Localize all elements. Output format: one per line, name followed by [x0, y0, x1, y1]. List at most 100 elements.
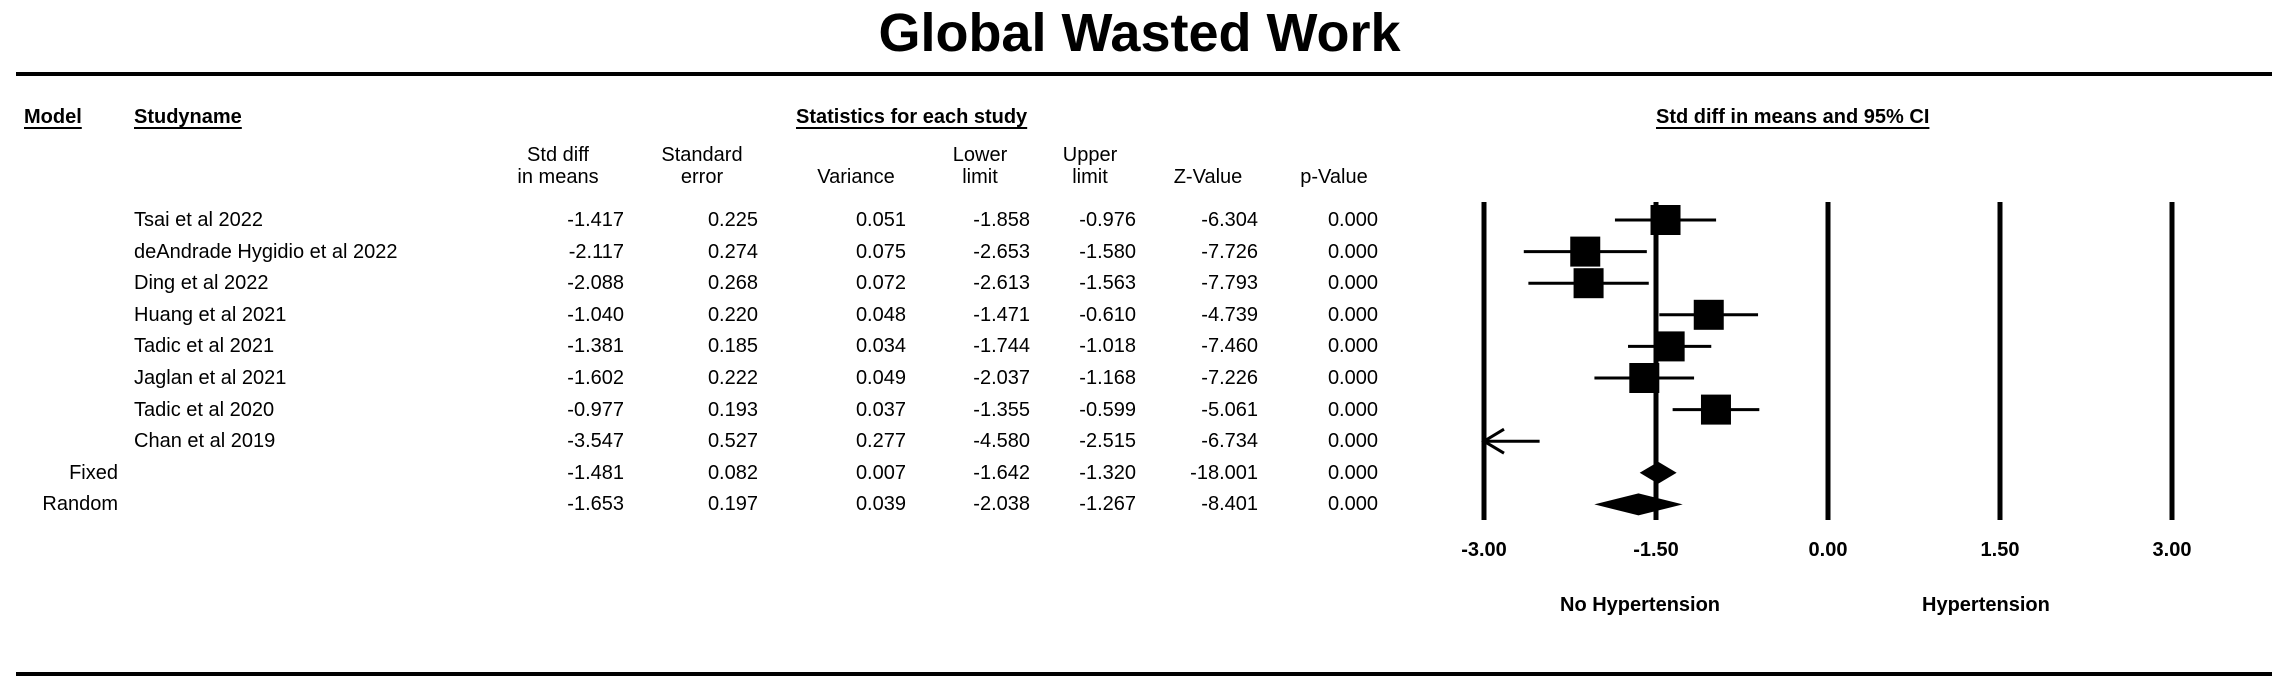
model-label: Fixed [69, 461, 118, 484]
std-diff-cell: -1.417 [567, 209, 624, 231]
study-name: Ding et al 2022 [134, 272, 269, 295]
study-name: Huang et al 2021 [134, 303, 287, 326]
variance-cell: 0.037 [855, 398, 906, 421]
z-value-cell: -4.739 [1201, 303, 1258, 326]
standard-error-cell: 0.222 [707, 367, 758, 389]
lower-limit-cell: -1.471 [973, 303, 1030, 326]
favours-left-label: No Hypertension [1560, 594, 1721, 616]
standard-error-cell: 0.185 [707, 335, 758, 358]
variance-cell: 0.039 [855, 493, 906, 516]
z-value-cell: -5.061 [1201, 398, 1258, 421]
study-square [1700, 394, 1731, 425]
std-diff-cell: -0.977 [567, 398, 624, 421]
x-tick-label: -1.50 [1633, 539, 1679, 561]
study-square [1629, 363, 1660, 393]
z-value-header: Z-Value [1173, 166, 1243, 188]
std-diff-cell: -2.117 [568, 240, 624, 263]
p-value-cell: 0.000 [1327, 335, 1378, 358]
variance-header: Variance [817, 166, 895, 188]
std-diff-cell: -1.602 [567, 367, 624, 389]
standard-error-cell: 0.225 [707, 209, 758, 231]
variance-cell: 0.051 [855, 209, 906, 231]
lower-limit-cell: -2.038 [973, 493, 1030, 516]
std-diff-cell: -3.547 [567, 430, 624, 453]
std-diff-cell: -1.040 [567, 303, 624, 326]
study-name: Jaglan et al 2021 [134, 367, 287, 389]
p-value-cell: 0.000 [1327, 303, 1378, 326]
upper-limit-cell: -1.168 [1079, 367, 1136, 389]
standard-error-cell: 0.197 [707, 493, 758, 516]
lower-limit-cell: -2.037 [973, 367, 1030, 389]
z-value-cell: -7.726 [1201, 240, 1258, 263]
study-square [1650, 205, 1681, 235]
lower-limit-cell: -1.642 [973, 461, 1030, 484]
standard-error-cell: 0.527 [707, 430, 758, 453]
study-square [1654, 331, 1685, 362]
z-value-cell: -6.734 [1201, 430, 1258, 453]
std-diff-cell: -1.653 [567, 493, 624, 516]
study-name-header: Studyname [134, 106, 242, 128]
std-diff-cell: -1.381 [567, 335, 624, 358]
std-diff-header: Std diff in means [517, 144, 599, 188]
summary-diamond [1594, 493, 1683, 516]
std-diff-cell: -1.481 [567, 461, 624, 484]
upper-limit-cell: -2.515 [1079, 430, 1136, 453]
x-tick-label: -3.00 [1461, 539, 1507, 561]
bottom-rule [16, 672, 2272, 676]
p-value-cell: 0.000 [1327, 240, 1378, 263]
standard-error-cell: 0.220 [707, 303, 758, 326]
lower-limit-cell: -1.355 [973, 398, 1030, 421]
study-name: Tsai et al 2022 [134, 209, 263, 231]
variance-cell: 0.072 [855, 272, 906, 295]
chart-title: Global Wasted Work [878, 3, 1401, 63]
lower-limit-cell: -1.744 [973, 335, 1030, 358]
stats-group-header: Statistics for each study [796, 106, 1028, 128]
z-value-cell: -8.401 [1201, 493, 1258, 516]
upper-limit-cell: -1.018 [1079, 335, 1136, 358]
variance-cell: 0.277 [855, 430, 906, 453]
upper-limit-cell: -0.976 [1079, 209, 1136, 231]
p-value-cell: 0.000 [1327, 493, 1378, 516]
std-diff-cell: -2.088 [567, 272, 624, 295]
p-value-cell: 0.000 [1327, 461, 1378, 484]
x-tick-label: 3.00 [2153, 539, 2192, 561]
model-header: Model [24, 106, 82, 128]
z-value-cell: -7.793 [1201, 272, 1258, 295]
ci-arrow [1481, 427, 1505, 455]
z-value-cell: -7.226 [1201, 367, 1258, 389]
lower-limit-cell: -4.580 [973, 430, 1030, 453]
upper-limit-cell: -1.320 [1079, 461, 1136, 484]
lower-limit-header: Lower limit [952, 144, 1008, 188]
summary-diamond [1639, 461, 1677, 484]
standard-error-cell: 0.268 [707, 272, 758, 295]
model-label: Random [42, 493, 118, 516]
variance-cell: 0.049 [855, 367, 906, 389]
standard-error-header: Standard error [661, 144, 743, 188]
p-value-cell: 0.000 [1327, 430, 1378, 453]
study-name: Tadic et al 2020 [134, 398, 275, 421]
standard-error-cell: 0.274 [707, 240, 758, 263]
lower-limit-cell: -2.613 [973, 272, 1030, 295]
favours-right-label: Hypertension [1922, 594, 2050, 616]
study-name: Chan et al 2019 [134, 430, 276, 453]
variance-cell: 0.075 [855, 240, 906, 263]
z-value-cell: -6.304 [1201, 209, 1258, 231]
study-name: Tadic et al 2021 [134, 335, 275, 358]
lower-limit-cell: -2.653 [973, 240, 1030, 263]
p-value-cell: 0.000 [1327, 367, 1378, 389]
study-name: deAndrade Hygidio et al 2022 [134, 240, 398, 263]
upper-limit-cell: -1.563 [1079, 272, 1136, 295]
z-value-cell: -7.460 [1201, 335, 1258, 358]
study-square [1693, 299, 1724, 330]
top-rule [16, 72, 2272, 76]
p-value-header: p-Value [1300, 166, 1368, 188]
upper-limit-cell: -1.267 [1079, 493, 1136, 516]
lower-limit-cell: -1.858 [973, 209, 1030, 231]
p-value-cell: 0.000 [1327, 272, 1378, 295]
p-value-cell: 0.000 [1327, 209, 1378, 231]
upper-limit-cell: -0.610 [1079, 303, 1136, 326]
upper-limit-header: Upper limit [1062, 144, 1118, 188]
study-square [1570, 236, 1601, 267]
variance-cell: 0.048 [855, 303, 906, 326]
